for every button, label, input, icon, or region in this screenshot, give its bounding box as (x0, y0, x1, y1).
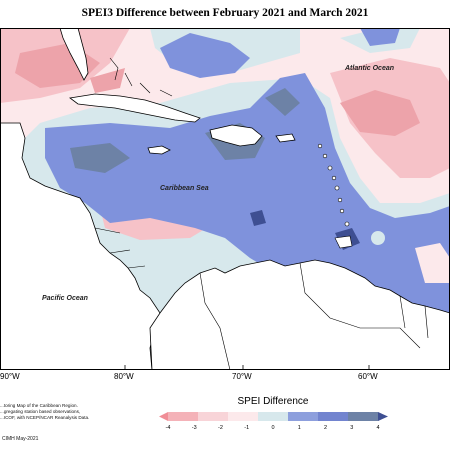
land-bahamas (109, 57, 173, 97)
land-hispaniola (209, 124, 263, 147)
country-borders (94, 227, 429, 370)
legend-swatch (198, 412, 229, 421)
strong-positive-zone (70, 143, 130, 173)
legend-swatch (159, 412, 168, 421)
land-florida (59, 28, 89, 81)
weak-positive-spot (371, 231, 385, 245)
legend-swatch (318, 412, 349, 421)
legend-title: SPEI Difference (238, 396, 309, 407)
land-lesser-antilles (317, 143, 350, 227)
legend-swatch (258, 412, 289, 421)
legend-tick-label: 4 (376, 425, 379, 431)
legend-tick-label: 3 (350, 425, 353, 431)
positive-zone (360, 28, 400, 46)
legend-tick-label: -1 (244, 425, 249, 431)
legend-swatch (288, 412, 319, 421)
legend-tick-label: 0 (271, 425, 274, 431)
legend-tick-label: 2 (324, 425, 327, 431)
longitude-label: 60°W (358, 372, 378, 381)
legend-tick-label: -2 (218, 425, 223, 431)
positive-zone (160, 33, 250, 78)
credit-line: ...gregating station based observations, (0, 409, 81, 414)
legend-bar (159, 412, 388, 421)
legend-tick-label: -3 (192, 425, 197, 431)
spei-difference-map: Atlantic Ocean Caribbean Sea Pacific Oce… (0, 28, 450, 370)
land-trinidad (334, 235, 353, 249)
legend-ticks: -4 -3 -2 -1 0 1 2 3 4 (166, 425, 380, 431)
credit-line: ...ICOF, with NCEP/NCAR Reanalysis Data. (0, 415, 90, 420)
legend-swatch (348, 412, 379, 421)
land-jamaica (147, 145, 171, 155)
legend-tick-label: -4 (166, 425, 171, 431)
longitude-label: 90°W (0, 372, 20, 381)
credit-line: ...toring Map of the Caribbean Region. (0, 403, 78, 408)
longitude-label: 80°W (114, 372, 134, 381)
credit-text: ...toring Map of the Caribbean Region. .… (0, 403, 118, 421)
land-puerto-rico (275, 133, 296, 143)
pacific-ocean-label: Pacific Ocean (42, 295, 88, 302)
strong-negative-zone (340, 90, 420, 136)
color-legend: SPEI Difference -4 -3 -2 -1 0 1 2 3 4 (159, 396, 388, 431)
strong-positive-zone (265, 88, 300, 116)
legend-tick-label: 1 (298, 425, 301, 431)
weak-negative-spot (415, 243, 450, 283)
atlantic-ocean-label: Atlantic Ocean (344, 65, 394, 72)
legend-swatch (228, 412, 259, 421)
land-cuba (69, 93, 201, 123)
legend-swatch (378, 412, 388, 421)
longitude-label: 70°W (232, 372, 252, 381)
caribbean-sea-label: Caribbean Sea (160, 185, 209, 192)
strong-positive-zone (250, 210, 266, 226)
legend-swatch (168, 412, 199, 421)
land-south-america (149, 259, 450, 370)
map-title: SPEI3 Difference between February 2021 a… (81, 7, 369, 19)
credit-source: CIMH May-2021 (2, 436, 39, 442)
